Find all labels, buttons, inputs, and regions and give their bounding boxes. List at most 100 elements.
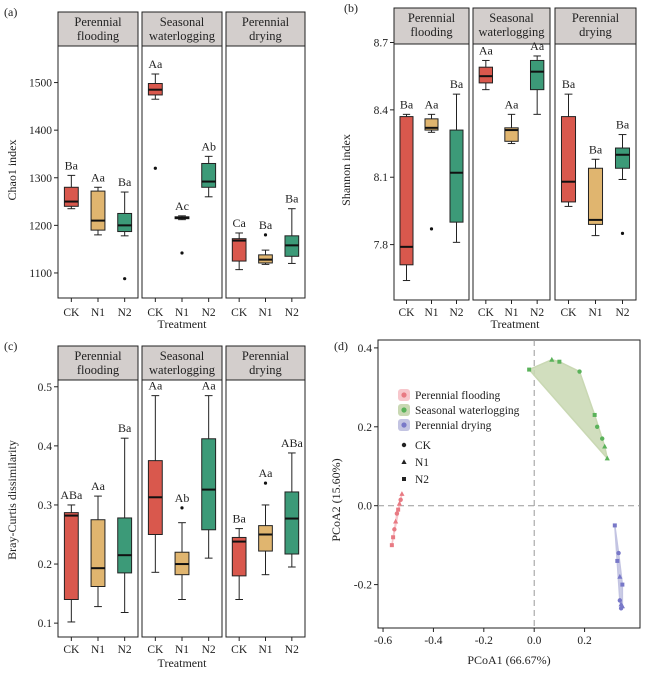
data-point <box>617 598 623 603</box>
pcoa-group <box>612 523 625 611</box>
data-point <box>619 603 625 609</box>
y-tick-label: 0.2 <box>358 422 373 434</box>
box-body <box>258 525 273 552</box>
box-n2: Aa N2 <box>201 379 217 656</box>
significance-label: Aa <box>148 379 163 393</box>
box-n2: Aa N2 <box>529 39 545 319</box>
panel-tag: (c) <box>4 339 17 353</box>
data-point <box>620 582 625 587</box>
plot-frame <box>377 339 641 629</box>
significance-label: Ba <box>450 77 464 91</box>
y-axis-title: PCoA2 (15.60%) <box>329 458 343 541</box>
outlier-point <box>123 277 127 281</box>
facet-strip-label: flooding <box>77 363 120 377</box>
facet-strip <box>225 345 306 381</box>
y-tick-label: 0.4 <box>358 343 373 355</box>
x-tick-label: N1 <box>175 644 189 656</box>
panel-tag: (d) <box>334 339 348 353</box>
significance-label: Ba <box>118 421 132 435</box>
data-point <box>392 527 397 532</box>
x-tick-label: N1 <box>175 307 189 319</box>
box-n2: Ba N2 <box>449 77 463 319</box>
x-tick-label: N1 <box>258 644 272 656</box>
y-tick-label: 0.0 <box>358 501 373 513</box>
box-body <box>63 512 79 600</box>
panel-tag: (a) <box>4 5 17 19</box>
x-tick-label: N1 <box>258 307 272 319</box>
box-body <box>231 536 247 577</box>
data-point <box>389 543 394 548</box>
box-body <box>587 167 604 225</box>
group-hull <box>614 525 624 611</box>
legend-shape-label: N1 <box>415 457 429 469</box>
box-n1: Aa N1 <box>424 97 439 319</box>
data-point <box>592 412 597 417</box>
box-body <box>63 186 79 207</box>
box-body <box>614 147 631 169</box>
x-tick-label: CK <box>231 307 248 319</box>
significance-label: Aa <box>425 97 440 111</box>
x-tick-label: CK <box>561 307 578 319</box>
box-body <box>560 116 577 203</box>
legend-label: Seasonal waterlogging <box>415 405 520 417</box>
significance-label: Ba <box>118 175 132 189</box>
box-ck: Ba CK <box>399 97 416 319</box>
box-ck: Ba CK <box>561 77 578 319</box>
box-n1: Aa N1 <box>90 170 106 319</box>
facet-strip <box>554 7 637 45</box>
data-point <box>396 507 401 512</box>
x-tick-label: N1 <box>91 307 105 319</box>
y-tick-label: 1300 <box>29 173 52 185</box>
data-point <box>616 550 621 556</box>
legend-shape-label: CK <box>415 440 432 452</box>
box-n1: Ba N1 <box>587 142 604 319</box>
x-tick-label: CK <box>63 644 80 656</box>
box-body <box>529 59 545 91</box>
significance-label: Aa <box>202 379 217 393</box>
box-body <box>424 118 439 131</box>
x-tick-label: -0.2 <box>475 635 493 647</box>
x-tick-label: CK <box>147 307 164 319</box>
y-tick-label: 0.3 <box>38 500 53 512</box>
x-tick-label: -0.6 <box>374 635 392 647</box>
outlier-point <box>429 227 434 231</box>
box-body <box>284 491 300 555</box>
data-point <box>612 523 617 528</box>
significance-label: Aa <box>148 57 163 71</box>
significance-label: Aa <box>91 170 106 184</box>
data-point <box>394 511 400 516</box>
facet-strip-label: drying <box>249 363 282 377</box>
facet-strip <box>57 11 139 47</box>
x-tick-label: N2 <box>285 644 299 656</box>
box-n2: Ba N2 <box>117 421 133 656</box>
x-tick-label: N2 <box>530 307 544 319</box>
significance-label: Aa <box>530 39 545 53</box>
box-body <box>201 162 217 188</box>
pcoa-group <box>527 356 610 462</box>
x-tick-label: 0.2 <box>577 635 592 647</box>
box-ck: ABa CK <box>60 488 83 656</box>
facet-strip-label: waterlogging <box>149 29 216 43</box>
box-body <box>399 116 414 266</box>
facet-strip-label: Perennial <box>242 15 290 29</box>
box-body <box>201 438 217 531</box>
significance-label: Ab <box>175 491 190 505</box>
box-body <box>504 127 519 142</box>
facet-strip-label: waterlogging <box>479 25 546 39</box>
outlier-point <box>263 233 268 237</box>
legend-shape-key <box>401 442 407 448</box>
data-point <box>549 356 555 362</box>
x-tick-label: N2 <box>285 307 299 319</box>
legend-key-point <box>401 422 407 428</box>
significance-label: Ba <box>285 192 299 206</box>
facet-strip-label: drying <box>579 25 612 39</box>
legend-key-point <box>401 392 407 398</box>
x-tick-label: N1 <box>504 307 518 319</box>
data-point <box>398 497 403 502</box>
box-body <box>90 190 106 231</box>
data-point <box>396 500 403 506</box>
facet-strip-label: Perennial <box>74 349 122 363</box>
box-n2: Ba N2 <box>284 192 300 319</box>
box-body <box>231 238 247 262</box>
